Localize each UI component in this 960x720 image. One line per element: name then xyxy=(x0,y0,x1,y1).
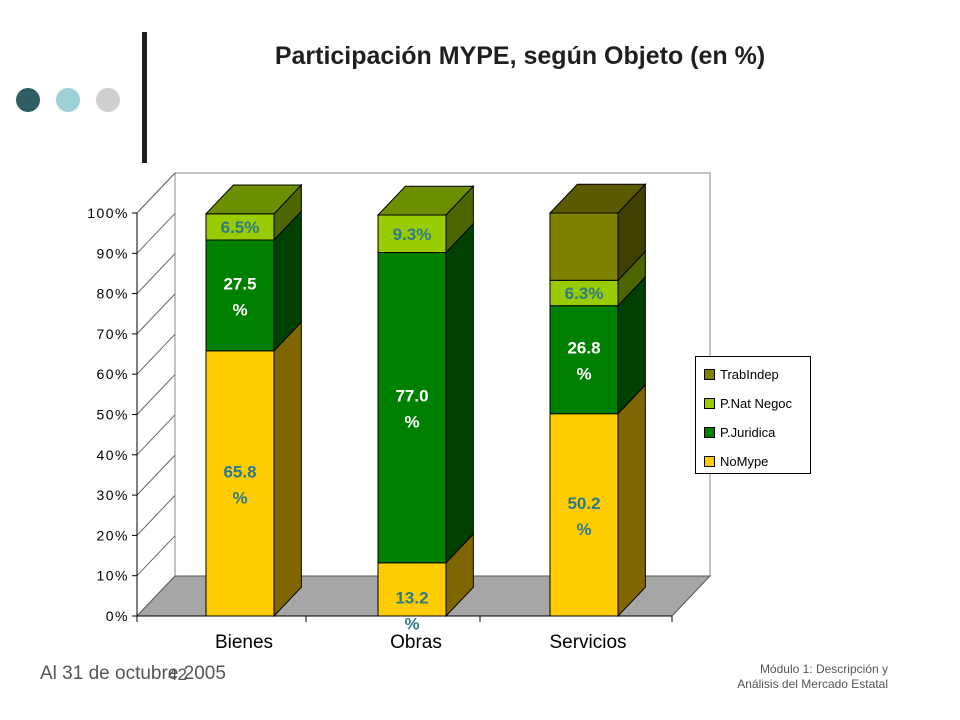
y-tick-label: 80% xyxy=(96,286,129,302)
data-label: 50.2% xyxy=(567,494,600,539)
bar-top-cap xyxy=(376,185,475,216)
legend-item: NoMype xyxy=(704,453,768,469)
y-grid-depth-line xyxy=(136,535,176,577)
slide-title: Participación MYPE, según Objeto (en %) xyxy=(274,42,766,70)
legend-swatch xyxy=(704,368,715,380)
y-tick-label: 60% xyxy=(96,366,129,382)
bar-top-cap xyxy=(204,184,303,215)
y-grid-depth-line xyxy=(136,495,176,536)
legend-swatch xyxy=(704,455,715,467)
data-label: 27.5% xyxy=(223,274,256,319)
bar-segment-side xyxy=(445,222,474,565)
y-tick-label: 10% xyxy=(96,568,129,584)
bar-segment-p-juridica xyxy=(205,239,275,352)
footer-module-line1: Módulo 1: Descripción y xyxy=(759,662,888,676)
legend-item: TrabIndep xyxy=(704,366,779,382)
x-category-label: Servicios xyxy=(549,632,626,653)
bar-segment-side xyxy=(617,383,646,618)
data-label: 77.0% xyxy=(395,387,428,432)
data-label: 13.2% xyxy=(395,588,428,633)
y-grid-depth-line xyxy=(136,374,176,415)
data-label: 9.3% xyxy=(393,225,432,244)
bar-segment-p-nat-negoc xyxy=(377,214,447,253)
chart-legend: TrabIndep P.Nat Negoc P.Juridica NoMype xyxy=(695,356,811,474)
y-grid-depth-line xyxy=(136,253,176,294)
footer-module: Módulo 1: Descripción y Análisis del Mer… xyxy=(737,662,888,692)
legend-label: TrabIndep xyxy=(720,366,779,382)
y-grid-depth-line xyxy=(136,575,176,617)
legend-item: P.Nat Negoc xyxy=(704,395,792,411)
bar-segment-p-juridica xyxy=(549,305,619,415)
y-tick-label: 30% xyxy=(96,487,129,503)
bar-segment-trabindep xyxy=(549,212,619,281)
page-number: 42 xyxy=(168,665,187,684)
legend-swatch xyxy=(704,397,715,409)
y-grid-depth-line xyxy=(136,293,176,335)
footer-date: Al 31 de octubre 2005 xyxy=(40,663,226,684)
data-label: 6.3% xyxy=(565,284,604,303)
bar-segment-p-nat-negoc xyxy=(549,279,619,307)
data-label: 26.8% xyxy=(567,339,600,384)
bar-segment-p-nat-negoc xyxy=(205,213,275,241)
legend-label: P.Juridica xyxy=(720,424,776,440)
bar-segment-nomype xyxy=(549,413,619,617)
y-tick-label: 100% xyxy=(87,205,129,221)
bar-segment-nomype xyxy=(377,562,447,617)
y-tick-label: 20% xyxy=(96,527,129,543)
legend-label: NoMype xyxy=(720,453,769,469)
y-tick-label: 90% xyxy=(96,245,129,261)
bar-top-cap xyxy=(548,183,647,214)
bar-segment-side xyxy=(273,320,302,618)
decor-dot-light xyxy=(56,88,80,112)
y-grid-depth-line xyxy=(136,333,176,375)
legend-swatch xyxy=(704,426,715,438)
footer-module-line2: Análisis del Mercado Estatal xyxy=(737,677,888,691)
x-category-label: Bienes xyxy=(215,632,273,653)
y-tick-label: 0% xyxy=(106,608,129,624)
y-grid-depth-line xyxy=(136,212,176,254)
y-grid-depth-line xyxy=(136,414,176,456)
x-category-label: Obras xyxy=(390,632,442,653)
y-grid-depth-line xyxy=(136,454,176,496)
legend-item: P.Juridica xyxy=(704,424,775,440)
title-divider xyxy=(142,32,147,163)
decor-dot-grey xyxy=(96,88,120,112)
y-tick-label: 40% xyxy=(96,447,129,463)
data-label: 6.5% xyxy=(221,218,260,237)
bar-segment-p-juridica xyxy=(377,251,447,564)
data-label: 65.8% xyxy=(223,462,256,507)
decor-dot-dark xyxy=(16,88,40,112)
y-grid-depth-line xyxy=(136,172,176,214)
y-tick-label: 50% xyxy=(96,407,129,423)
bar-segment-nomype xyxy=(205,350,275,617)
y-tick-label: 70% xyxy=(96,326,129,342)
legend-label: P.Nat Negoc xyxy=(720,395,793,411)
